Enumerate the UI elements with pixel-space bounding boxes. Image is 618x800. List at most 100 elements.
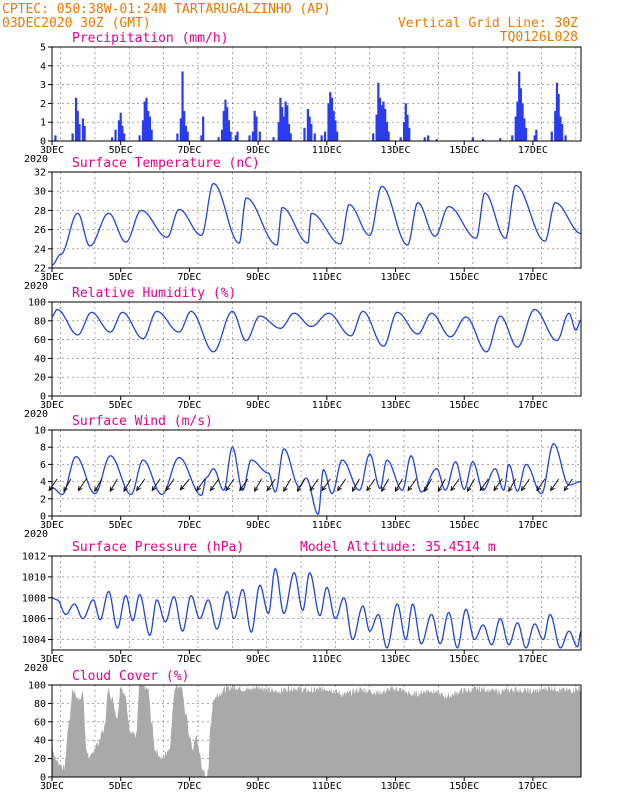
precip-bar	[482, 139, 485, 141]
x-tick-label: 13DEC	[380, 520, 410, 531]
wind-vector	[366, 478, 376, 491]
x-tick-label: 17DEC	[518, 145, 548, 156]
precip-bar	[423, 137, 426, 141]
wind-vector	[309, 478, 319, 491]
wind-vector	[239, 478, 249, 491]
precip-bar	[399, 137, 402, 141]
x-tick-label: 7DEC	[177, 145, 201, 156]
precip-bar	[499, 138, 502, 141]
y-tick-label: 1	[40, 118, 46, 129]
wind-vector-head	[424, 486, 429, 493]
x-tick-label: 15DEC	[449, 272, 479, 283]
wind-vector	[63, 478, 72, 492]
precip-bar	[535, 129, 538, 141]
x-tick-label: 3DEC	[40, 781, 64, 792]
wind-vector-head	[437, 486, 443, 493]
y-tick-label: 28	[34, 206, 46, 217]
precip-bar	[227, 120, 231, 141]
y-tick-label: 26	[34, 225, 46, 236]
wind-vector-head	[351, 486, 357, 493]
x-tick-label: 9DEC	[246, 520, 270, 531]
precip-bar	[217, 137, 220, 141]
y-tick-label: 60	[34, 717, 46, 728]
precip-bar	[310, 124, 313, 141]
panel-precip: 0 1 2 3 4 5 3DEC 5DEC 7DEC 9DEC 11DEC 13DEC 15DEC 17D…	[24, 31, 582, 165]
wind-vector-head	[266, 485, 272, 492]
x-tick-label: 13DEC	[380, 654, 410, 665]
precip-bar	[287, 124, 291, 141]
y-tick-label: 2	[40, 494, 46, 505]
x-tick-label: 15DEC	[449, 145, 479, 156]
wind-vector	[48, 478, 58, 491]
x-tick-label: 9DEC	[246, 781, 270, 792]
precip-bar	[377, 82, 380, 141]
wind-vector	[493, 478, 503, 491]
precip-bar	[183, 110, 186, 141]
header-grid-line: Vertical Grid Line: 30Z	[398, 16, 578, 31]
y-tick-label: 32	[34, 168, 46, 179]
wind-vector-head	[225, 485, 231, 492]
wind-vector	[151, 478, 161, 491]
wind-vector-head	[309, 485, 315, 492]
y-tick-label: 100	[28, 681, 46, 692]
y-tick-label: 24	[34, 244, 46, 255]
x-tick-label: 11DEC	[312, 520, 342, 531]
wind-vector-head	[493, 485, 499, 492]
wind-vector	[479, 478, 489, 491]
wind-vector	[254, 478, 262, 492]
x-tick-label: 15DEC	[449, 400, 479, 411]
precip-bar	[229, 131, 232, 141]
wind-vector-head	[196, 485, 202, 492]
x-tick-label: 17DEC	[518, 520, 548, 531]
wind-vector	[450, 478, 460, 491]
x-year-label: 2020	[24, 281, 48, 292]
panel-title-rh: Relative Humidity (%)	[72, 286, 236, 301]
precip-bar	[111, 137, 114, 141]
x-tick-label: 7DEC	[177, 400, 201, 411]
x-tick-label: 5DEC	[109, 781, 133, 792]
precip-bar	[282, 116, 285, 141]
wind-vector	[180, 478, 190, 491]
wind-vector-head	[283, 486, 288, 493]
y-tick-label: 5	[40, 43, 46, 54]
panel-cloud: 0 20 40 60 80 100 3DEC 5DEC 7DEC 9DEC 11DEC 13DEC 15…	[28, 669, 582, 792]
precip-bar	[406, 114, 409, 141]
precip-bar	[404, 103, 407, 141]
x-tick-label: 11DEC	[312, 272, 342, 283]
x-tick-label: 17DEC	[518, 272, 548, 283]
panel-frame	[51, 301, 582, 397]
temp-series-line	[51, 182, 582, 266]
x-tick-label: 9DEC	[246, 654, 270, 665]
cloud-cover-area	[52, 685, 581, 777]
wind-vector-head	[151, 485, 157, 492]
precip-bar	[248, 135, 251, 141]
x-tick-label: 15DEC	[449, 781, 479, 792]
precip-bar	[83, 125, 86, 141]
wind-vector-head	[321, 485, 327, 492]
precip-bar	[327, 103, 330, 141]
precip-bar	[179, 118, 182, 141]
precip-bar	[121, 125, 124, 141]
panel-frame	[51, 171, 582, 269]
precip-bar	[384, 109, 387, 141]
precip-bar	[524, 127, 528, 141]
x-tick-label: 13DEC	[380, 781, 410, 792]
precip-bar	[557, 94, 560, 141]
precip-bar	[332, 110, 335, 141]
panel-pres: 1004 1006 1008 1010 1012 3DEC 5DEC 7DEC 9DEC 11DE…	[22, 540, 582, 674]
precip-bar	[303, 127, 306, 141]
precip-bar	[147, 110, 150, 141]
wind-vector	[424, 478, 433, 492]
precip-bar	[76, 110, 79, 141]
precip-bar	[119, 112, 122, 141]
panels: 0 1 2 3 4 5 3DEC 5DEC 7DEC 9DEC 11DEC 13DEC 15DEC 17D…	[22, 31, 582, 792]
precip-bar	[521, 103, 524, 141]
precip-bar	[519, 88, 522, 141]
precip-bar	[372, 133, 375, 141]
x-tick-label: 15DEC	[449, 520, 479, 531]
pres-series-line	[51, 567, 582, 649]
x-year-label: 2020	[24, 529, 48, 540]
precip-bar	[226, 107, 229, 141]
wind-vector-head	[109, 486, 115, 493]
panel-title-precip: Precipitation (mm/h)	[72, 31, 229, 46]
